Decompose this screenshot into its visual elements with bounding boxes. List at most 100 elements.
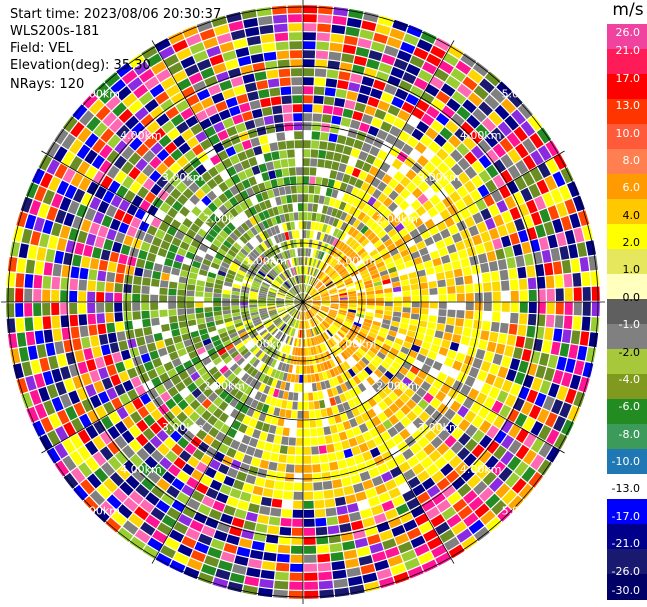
radar-gate: [12, 226, 24, 242]
radar-gate: [307, 329, 311, 338]
radar-gate: [259, 290, 268, 295]
radar-gate: [303, 374, 308, 383]
radar-gate: [309, 410, 316, 419]
radar-gate: [105, 282, 114, 293]
radar-gate: [375, 302, 384, 306]
radar-gate: [375, 289, 384, 295]
radar-gate: [285, 298, 294, 301]
radar-gate: [141, 294, 150, 302]
radar-gate: [270, 359, 277, 368]
radar-gate: [488, 386, 501, 400]
colorbar-segment: [607, 274, 647, 300]
radar-gate: [227, 581, 243, 593]
radar-gate: [425, 463, 439, 477]
radar-gate: [40, 172, 53, 189]
radar-gate: [205, 517, 219, 529]
radar-gate: [338, 290, 347, 295]
radar-gate: [249, 251, 258, 260]
radar-gate: [445, 469, 460, 484]
radar-gate: [413, 376, 424, 387]
radar-gate: [450, 441, 464, 454]
radar-gate: [230, 76, 244, 88]
radar-gate: [344, 213, 353, 224]
radar-gate: [447, 349, 457, 360]
radar-gate: [361, 20, 377, 32]
colorbar-segment: [607, 99, 647, 125]
radar-gate: [258, 307, 267, 312]
radar-gate: [327, 142, 336, 152]
radar-gate: [521, 466, 536, 483]
radar-gate: [130, 411, 143, 424]
radar-gate: [186, 296, 195, 302]
radar-gate: [186, 313, 196, 321]
radar-gate: [303, 41, 316, 50]
radar-gate: [555, 302, 564, 315]
radar-gate: [262, 220, 270, 229]
radar-gate: [226, 126, 238, 137]
radar-gate: [285, 300, 294, 302]
radar-gate: [264, 479, 275, 489]
instrument-label: WLS200s-181: [10, 24, 100, 39]
radar-gate: [308, 194, 314, 203]
radar-gate: [316, 427, 325, 437]
radar-gate: [573, 227, 585, 243]
radar-gate: [168, 244, 179, 254]
radar-gate: [271, 282, 280, 288]
radar-gate: [526, 389, 539, 404]
radar-gate: [304, 572, 318, 581]
radar-gate: [193, 254, 204, 263]
radar-gate: [232, 114, 244, 125]
radar-gate: [414, 141, 427, 154]
radar-gate: [371, 253, 381, 261]
radar-gate: [102, 112, 117, 127]
radar-gate: [336, 375, 344, 384]
radar-gate: [376, 261, 385, 269]
radar-gate: [21, 228, 33, 244]
radar-gate: [259, 459, 270, 470]
radar-gate: [107, 425, 121, 440]
radar-gate: [507, 455, 522, 471]
radar-gate: [263, 51, 277, 62]
radar-gate: [129, 536, 146, 551]
radar-gate: [152, 529, 168, 544]
radar-gate: [201, 195, 212, 206]
radar-gate: [329, 461, 339, 471]
radar-gate: [310, 328, 315, 337]
radar-gate: [561, 259, 572, 274]
radar-gate: [69, 302, 78, 315]
radar-gate: [246, 567, 261, 578]
radar-gate: [215, 234, 226, 244]
radar-gate: [208, 228, 219, 238]
radar-gate: [300, 248, 303, 257]
radar-gate: [578, 376, 590, 393]
radar-gate: [387, 426, 399, 438]
radar-gate: [214, 385, 225, 396]
radar-gate: [282, 223, 288, 232]
radar-gate: [15, 317, 25, 333]
radar-gate: [267, 525, 280, 535]
radar-gate: [69, 278, 79, 291]
radar-gate: [39, 434, 53, 451]
radar-gate: [400, 188, 411, 200]
radar-gate: [225, 97, 238, 108]
radar-gate: [177, 282, 187, 290]
radar-gate: [321, 297, 330, 300]
radar-gate: [343, 349, 352, 358]
radar-gate: [72, 188, 86, 203]
radar-gate: [556, 385, 569, 401]
radar-gate: [310, 346, 315, 356]
radar-gate: [132, 355, 143, 367]
radar-gate: [329, 310, 338, 315]
radar-gate: [239, 393, 249, 404]
radar-gate: [390, 276, 400, 283]
radar-gate: [181, 129, 194, 142]
radar-gate: [350, 342, 359, 350]
radar-gate: [375, 483, 388, 495]
radar-gate: [343, 361, 351, 370]
radar-gate: [114, 450, 129, 465]
radar-gate: [241, 372, 250, 382]
radar-gate: [366, 305, 375, 310]
radar-gate: [281, 167, 290, 177]
radar-gate: [420, 288, 429, 296]
radar-gate: [492, 302, 501, 312]
